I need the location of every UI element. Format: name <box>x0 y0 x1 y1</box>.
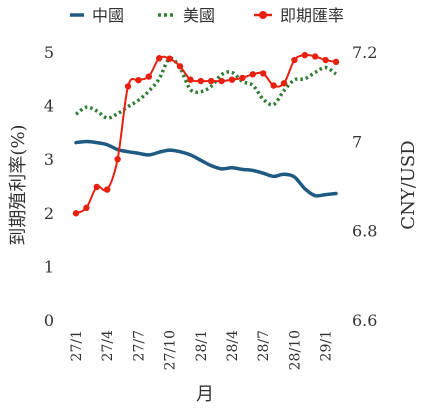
series-point-spot-rate <box>72 210 80 217</box>
series-point-spot-rate <box>218 77 225 85</box>
y-left-tick-label: 3 <box>44 150 54 169</box>
y-left-tick-label: 5 <box>44 43 54 62</box>
series-point-spot-rate <box>114 156 121 163</box>
series-point-spot-rate <box>83 204 90 212</box>
series-point-spot-rate <box>228 76 236 83</box>
y-right-tick-label: 6.6 <box>352 311 377 330</box>
x-tick-label: 29/1 <box>319 330 335 361</box>
legend-label-china: 中國 <box>92 6 124 25</box>
series-point-spot-rate <box>145 73 152 80</box>
legend-label-spot-rate: 即期匯率 <box>280 6 344 25</box>
x-tick-label: 28/10 <box>287 330 303 370</box>
y-right-tick-label: 6.8 <box>352 222 377 241</box>
series-point-spot-rate <box>249 71 256 78</box>
series-point-spot-rate <box>239 74 246 82</box>
x-tick-label: 28/4 <box>225 330 241 362</box>
series-point-spot-rate <box>332 58 340 66</box>
series-point-spot-rate <box>312 53 319 60</box>
series-point-spot-rate <box>301 51 308 59</box>
x-tick-label: 28/1 <box>194 330 210 361</box>
y-axis-right-ticks: 6.6 6.8 7 7.2 <box>352 43 377 330</box>
series-point-spot-rate <box>104 186 111 193</box>
x-tick-label: 28/7 <box>256 330 272 361</box>
x-axis-title: 月 <box>196 384 214 405</box>
series-point-spot-rate <box>156 55 163 62</box>
y-axis-left-ticks: 0 1 2 3 4 5 <box>44 43 54 330</box>
y-axis-left-title: 到期殖利率(%) <box>7 124 29 245</box>
series-line-usa <box>74 56 338 120</box>
series-point-spot-rate <box>176 63 184 70</box>
plot-area <box>72 51 340 217</box>
x-axis-ticks: 27/1 27/4 27/7 27/10 28/1 28/4 28/7 28/10 29/1 <box>69 330 335 370</box>
y-axis-right-title: CNY/USD <box>398 140 419 229</box>
series-point-spot-rate <box>260 70 267 77</box>
x-tick-label: 27/1 <box>69 330 85 361</box>
series-point-spot-rate <box>166 55 173 62</box>
series-point-spot-rate <box>280 80 288 87</box>
y-right-tick-label: 7 <box>352 132 362 151</box>
series-point-spot-rate <box>270 82 277 89</box>
series-point-spot-rate <box>322 56 329 64</box>
series-point-spot-rate <box>197 77 204 85</box>
legend-marker-spot-rate <box>259 11 267 19</box>
series-point-spot-rate <box>93 183 101 191</box>
series-point-spot-rate <box>208 77 215 85</box>
x-tick-label: 27/7 <box>131 330 147 361</box>
x-tick-label: 27/10 <box>163 330 179 370</box>
series-point-spot-rate <box>187 76 194 83</box>
y-left-tick-label: 2 <box>44 204 54 223</box>
y-left-tick-label: 0 <box>44 311 54 330</box>
x-tick-label: 27/4 <box>100 330 116 362</box>
legend: 中國 美國 即期匯率 <box>70 6 344 25</box>
y-left-tick-label: 1 <box>44 257 54 276</box>
series-point-spot-rate <box>135 76 142 84</box>
series-point-spot-rate <box>124 83 132 90</box>
y-right-tick-label: 7.2 <box>352 43 377 62</box>
legend-label-usa: 美國 <box>183 6 215 25</box>
y-left-tick-label: 4 <box>44 97 54 116</box>
series-point-spot-rate <box>291 56 298 64</box>
